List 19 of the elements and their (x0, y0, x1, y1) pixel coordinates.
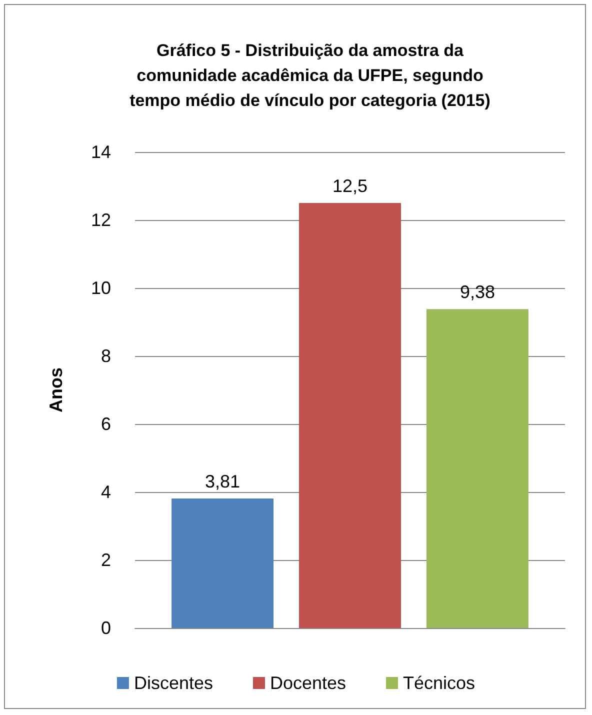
y-tick-label: 8 (100, 346, 111, 366)
legend-label: Técnicos (403, 673, 476, 693)
legend-label: Docentes (270, 673, 346, 693)
data-label: 12,5 (332, 176, 368, 196)
y-axis-title: Anos (46, 368, 66, 412)
y-tick-label: 10 (90, 278, 111, 298)
y-tick-label: 0 (100, 618, 111, 638)
y-tick-label: 12 (90, 210, 111, 230)
bar (426, 309, 528, 628)
legend-label: Discentes (134, 673, 213, 693)
y-tick-label: 4 (100, 482, 111, 502)
data-label: 9,38 (460, 282, 495, 302)
bar (172, 498, 274, 628)
y-tick-label: 2 (100, 550, 111, 570)
y-tick-label: 14 (90, 142, 111, 162)
bar (299, 203, 401, 628)
data-label: 3,81 (205, 471, 240, 492)
chart-title: Gráfico 5 - Distribuição da amostra da comunidade acadêmica da UFPE, segundo tempo médio de vínculo por categoria (2015) (130, 41, 490, 110)
y-tick-label: 6 (100, 414, 111, 434)
